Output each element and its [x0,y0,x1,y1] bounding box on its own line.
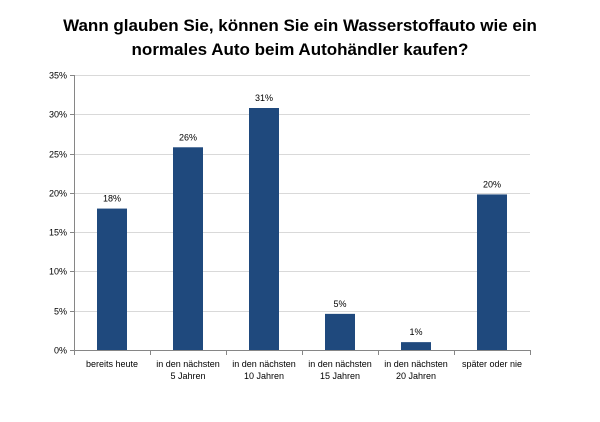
bar [173,147,203,350]
y-tick-label: 30% [49,110,67,120]
bar [325,313,355,350]
category-label-line: in den nächsten [308,359,372,369]
category-label-line: in den nächsten [232,359,296,369]
category-label-line: 20 Jahren [396,371,436,381]
category-label-line: 5 Jahren [170,371,205,381]
bar [401,342,431,350]
y-tick-label: 5% [54,307,67,317]
data-label: 31% [255,93,273,103]
y-tick-label: 25% [49,150,67,160]
category-label-line: in den nächsten [384,359,448,369]
y-axis-ticks: 0% 5% 10% 15% 20% 25% 30% 35% [49,71,74,356]
chart-title-line-2: normales Auto beim Autohändler kaufen? [131,40,469,59]
category-label: in den nächsten 5 Jahren [156,359,220,381]
bar [97,208,127,350]
bars [97,108,507,350]
gridlines [74,75,530,312]
category-label-line: bereits heute [86,359,138,369]
x-axis [74,75,531,355]
bar [249,108,279,350]
category-label-line: 10 Jahren [244,371,284,381]
data-label: 5% [333,299,346,309]
data-label: 26% [179,132,197,142]
category-label: in den nächsten 20 Jahren [384,359,448,381]
y-tick-label: 15% [49,228,67,238]
category-label: bereits heute [86,359,138,369]
chart-title: Wann glauben Sie, können Sie ein Wassers… [0,14,600,62]
category-label-line: in den nächsten [156,359,220,369]
y-tick-label: 10% [49,267,67,277]
category-label: später oder nie [462,359,522,369]
category-label-line: 15 Jahren [320,371,360,381]
category-label: in den nächsten 15 Jahren [308,359,372,381]
data-label: 20% [483,179,501,189]
y-tick-label: 20% [49,189,67,199]
y-tick-label: 35% [49,71,67,81]
data-labels: 18% 26% 31% 5% 1% 20% [103,93,501,337]
chart-title-line-1: Wann glauben Sie, können Sie ein Wassers… [63,16,537,35]
data-label: 1% [409,327,422,337]
category-label: in den nächsten 10 Jahren [232,359,296,381]
category-label-line: später oder nie [462,359,522,369]
data-label: 18% [103,194,121,204]
y-tick-label: 0% [54,346,67,356]
bar [477,194,507,350]
